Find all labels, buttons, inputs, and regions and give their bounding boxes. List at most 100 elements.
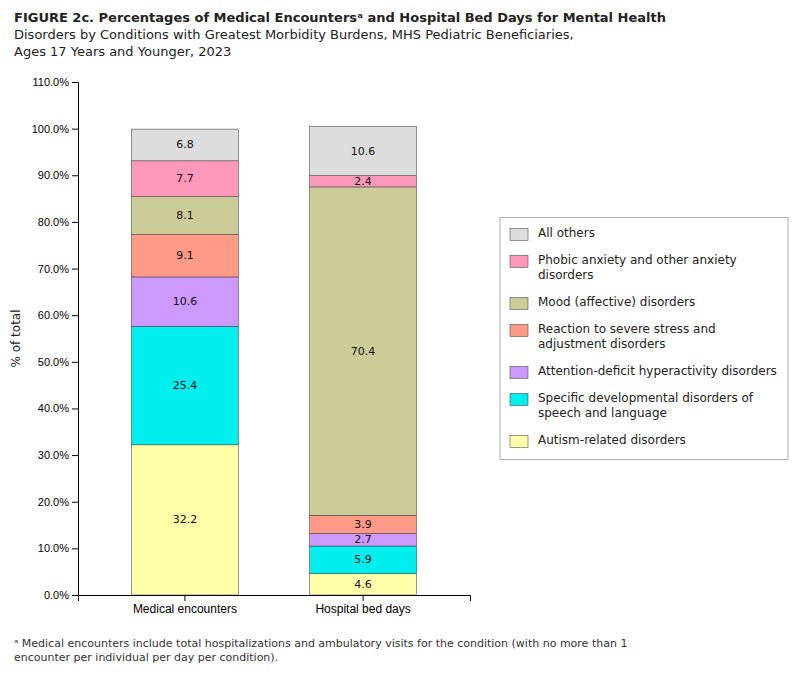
tick-mark xyxy=(72,548,78,549)
bar-segment xyxy=(310,533,417,546)
data-label: 3.9 xyxy=(354,518,372,531)
tick-label: 50.0% xyxy=(38,356,69,368)
data-label: 70.4 xyxy=(351,345,376,358)
tick-mark xyxy=(363,595,364,601)
tick: Hospital bed days xyxy=(315,595,410,616)
data-label: 6.8 xyxy=(176,138,194,151)
tick: 20.0% xyxy=(38,496,78,508)
legend-label-line: speech and language xyxy=(538,405,667,419)
tick-label: Hospital bed days xyxy=(315,602,410,616)
tick-label: 110.0% xyxy=(33,76,70,88)
tick-mark xyxy=(72,408,78,409)
tick-mark xyxy=(72,269,78,270)
annotation-line: ᵃ Medical encounters include total hospi… xyxy=(14,637,627,650)
annotation: ᵃ Medical encounters include total hospi… xyxy=(14,637,627,664)
bar-segment xyxy=(310,546,417,574)
axis-line xyxy=(72,83,79,596)
legend: All others Phobic anxiety and other anxie… xyxy=(500,218,788,460)
tick-label: 20.0% xyxy=(38,496,69,508)
tick: 70.0% xyxy=(38,263,78,275)
tick-mark xyxy=(72,222,78,223)
legend-label: Mood (affective) disorders xyxy=(538,294,695,308)
tick-label: 100.0% xyxy=(32,123,70,135)
legend-label: Autism-related disorders xyxy=(538,432,686,446)
tick-label: 80.0% xyxy=(38,216,69,228)
bar-segment xyxy=(310,574,417,595)
bar-segment xyxy=(310,176,417,187)
tick-mark xyxy=(72,595,78,596)
data-label: 8.1 xyxy=(176,209,194,222)
legend-frame xyxy=(500,218,788,460)
tick-mark xyxy=(72,362,78,363)
data-label: 4.6 xyxy=(354,578,372,591)
bar-segment xyxy=(131,445,238,595)
legend-swatch xyxy=(510,256,528,268)
bar-segment xyxy=(131,129,238,161)
legend-swatch xyxy=(510,394,528,406)
bars xyxy=(131,126,416,595)
tick-mark xyxy=(72,175,78,176)
title-line: Disorders by Conditions with Greatest Mo… xyxy=(14,27,574,42)
bar-segment xyxy=(310,187,417,515)
legend-label-line: disorders xyxy=(538,267,593,281)
legend-label: Attention-deficit hyperactivity disorder… xyxy=(538,363,777,377)
legend-label: Reaction to severe stress andadjustment … xyxy=(538,321,716,350)
legend-swatch xyxy=(510,436,528,448)
legend-label-line: adjustment disorders xyxy=(538,336,666,350)
x-axis: Medical encounters Hospital bed days xyxy=(79,595,471,616)
chart: FIGURE 2c. Percentages of Medical Encoun… xyxy=(0,0,800,673)
data-labels: 32.24.625.45.910.62.79.13.98.170.47.72.4… xyxy=(173,138,376,590)
tick: 100.0% xyxy=(32,123,78,135)
legend-swatch xyxy=(510,298,528,310)
tick: 40.0% xyxy=(38,402,78,414)
tick: Medical encounters xyxy=(133,595,237,616)
title-line: Ages 17 Years and Younger, 2023 xyxy=(14,44,231,59)
legend-swatch xyxy=(510,367,528,379)
axis-line xyxy=(79,596,471,602)
tick: 0.0% xyxy=(44,589,78,601)
legend-item: Specific developmental disorders ofspeec… xyxy=(510,390,754,419)
data-label: 9.1 xyxy=(176,249,194,262)
tick-label: Medical encounters xyxy=(133,602,237,616)
legend-item: Autism-related disorders xyxy=(510,432,686,447)
data-label: 32.2 xyxy=(173,513,198,526)
legend-label-line: All others xyxy=(538,225,595,239)
tick-label: 70.0% xyxy=(38,263,69,275)
legend-item: Mood (affective) disorders xyxy=(510,294,695,309)
tick: 110.0% xyxy=(33,76,79,88)
legend-swatch xyxy=(510,229,528,241)
legend-item: Reaction to severe stress andadjustment … xyxy=(510,321,716,350)
legend-label: Specific developmental disorders ofspeec… xyxy=(538,390,754,419)
tick: 50.0% xyxy=(38,356,78,368)
title: FIGURE 2c. Percentages of Medical Encoun… xyxy=(14,10,666,59)
tick-mark xyxy=(72,315,78,316)
tick-mark xyxy=(184,595,185,601)
legend-label-line: Mood (affective) disorders xyxy=(538,294,695,308)
tick-label: 10.0% xyxy=(38,542,69,554)
data-label: 25.4 xyxy=(173,379,198,392)
y-axis: 0.0% 10.0% 20.0% 30.0% 40.0% 50.0% 60.0% 70.0% 8… xyxy=(32,76,79,601)
tick: 60.0% xyxy=(38,309,78,321)
legend-label-line: Reaction to severe stress and xyxy=(538,321,716,335)
tick: 90.0% xyxy=(38,169,78,181)
bar-segment xyxy=(131,161,238,197)
tick: 30.0% xyxy=(38,449,78,461)
bar-segment xyxy=(131,277,238,326)
data-label: 10.6 xyxy=(351,145,376,158)
plot: 0.0% 10.0% 20.0% 30.0% 40.0% 50.0% 60.0% 70.0% 8… xyxy=(32,76,471,616)
data-label: 2.7 xyxy=(354,533,372,546)
tick-label: 40.0% xyxy=(38,402,69,414)
tick-label: 0.0% xyxy=(44,589,69,601)
tick: 10.0% xyxy=(38,542,78,554)
data-label: 10.6 xyxy=(173,295,198,308)
tick-mark xyxy=(72,129,78,130)
legend-label: All others xyxy=(538,225,595,239)
tick-label: 30.0% xyxy=(38,449,69,461)
tick: 80.0% xyxy=(38,216,78,228)
tick-mark xyxy=(72,502,78,503)
bar-segment xyxy=(310,126,417,175)
legend-item: All others xyxy=(510,225,595,240)
legend-label-line: Phobic anxiety and other anxiety xyxy=(538,252,737,266)
tick-mark xyxy=(72,82,78,83)
legend-item: Attention-deficit hyperactivity disorder… xyxy=(510,363,777,378)
